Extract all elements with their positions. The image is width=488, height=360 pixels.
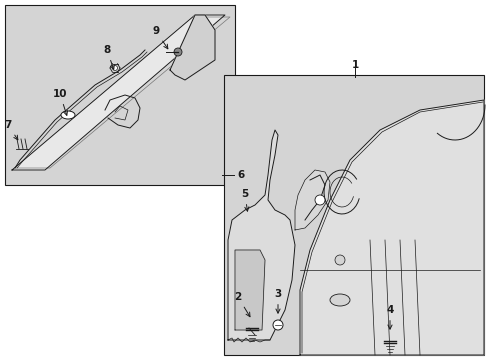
Text: 6: 6 [237,170,244,180]
Polygon shape [227,130,294,340]
Polygon shape [294,170,329,230]
Bar [224,75,483,355]
Text: 9: 9 [152,26,167,49]
Text: 4: 4 [386,305,393,329]
Ellipse shape [329,294,349,306]
Text: 7: 7 [4,120,18,140]
Polygon shape [299,100,483,355]
Polygon shape [235,250,264,330]
Circle shape [112,66,117,71]
Circle shape [334,255,345,265]
Polygon shape [170,15,215,80]
Text: 10: 10 [53,89,67,115]
Polygon shape [12,15,224,170]
Text: 3: 3 [274,289,281,313]
Bar [5,5,235,185]
Circle shape [272,320,283,330]
Text: 1: 1 [351,60,358,70]
Text: 2: 2 [234,292,249,317]
Circle shape [174,48,182,56]
Circle shape [314,195,325,205]
Ellipse shape [61,111,75,119]
Text: 8: 8 [103,45,114,69]
Text: 5: 5 [241,189,248,211]
